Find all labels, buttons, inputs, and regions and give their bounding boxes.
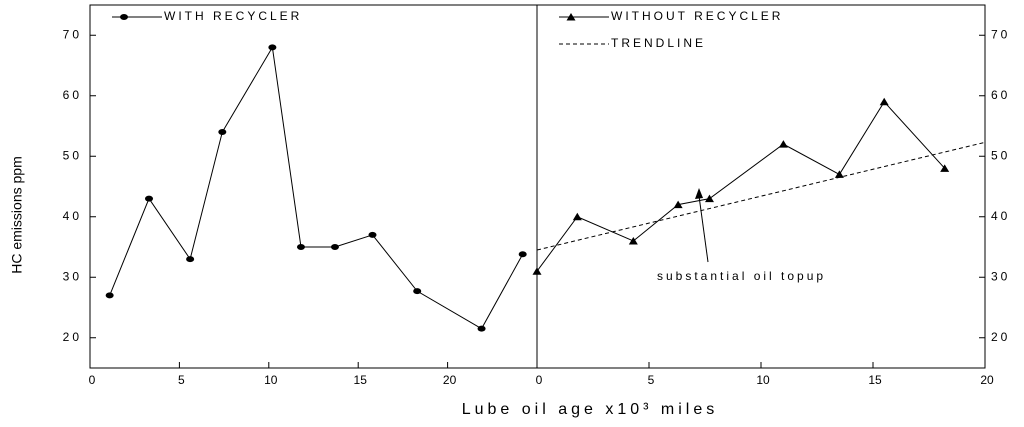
point bbox=[572, 212, 582, 221]
point bbox=[778, 140, 788, 148]
y-axis-label: HC emissions ppm bbox=[9, 156, 25, 273]
x-axis-label: Lube oil age x10³ miles bbox=[462, 401, 719, 418]
series-line bbox=[536, 141, 986, 251]
y2-tick-label: 70 bbox=[991, 27, 1010, 41]
point bbox=[940, 164, 950, 172]
point bbox=[477, 325, 486, 332]
point bbox=[518, 251, 527, 258]
y-tick-label: 50 bbox=[63, 148, 82, 162]
point bbox=[673, 200, 683, 209]
y2-tick-label: 50 bbox=[991, 148, 1010, 162]
legend-label: WITH RECYCLER bbox=[164, 9, 302, 23]
y2-tick-label: 20 bbox=[991, 330, 1010, 344]
point bbox=[296, 244, 305, 250]
y2-tick-label: 30 bbox=[991, 269, 1010, 283]
point bbox=[413, 288, 422, 295]
point bbox=[330, 244, 339, 250]
y2-tick-label: 40 bbox=[991, 209, 1010, 223]
legend-label: TRENDLINE bbox=[611, 36, 706, 50]
point bbox=[268, 44, 277, 51]
x-tick-label: 20 bbox=[443, 373, 457, 387]
point bbox=[218, 129, 227, 136]
y-tick-label: 30 bbox=[63, 269, 82, 283]
point bbox=[879, 97, 889, 106]
series-line bbox=[536, 100, 946, 272]
x-tick-label: 20 bbox=[980, 373, 994, 387]
point bbox=[186, 256, 195, 263]
x-tick-label: 15 bbox=[868, 373, 882, 387]
legend-label: WITHOUT RECYCLER bbox=[611, 9, 783, 23]
y-tick-label: 20 bbox=[63, 330, 82, 344]
point bbox=[628, 236, 638, 245]
series-line bbox=[109, 45, 524, 330]
x-tick-label: 0 bbox=[536, 373, 543, 387]
x-tick-label: 10 bbox=[264, 373, 278, 387]
annotation: substantial oil topup bbox=[657, 269, 826, 283]
point bbox=[704, 194, 714, 203]
y-tick-label: 70 bbox=[63, 27, 82, 41]
legend-marker bbox=[566, 13, 576, 21]
point bbox=[834, 170, 844, 178]
point bbox=[532, 267, 542, 275]
legend-marker bbox=[120, 14, 128, 20]
x-tick-label: 10 bbox=[756, 373, 770, 387]
point bbox=[105, 292, 114, 299]
y-tick-label: 40 bbox=[63, 209, 82, 223]
x-tick-label: 5 bbox=[178, 373, 185, 387]
point bbox=[145, 195, 154, 202]
x-tick-label: 15 bbox=[354, 373, 368, 387]
arrow-head bbox=[695, 188, 703, 199]
point bbox=[368, 231, 377, 238]
annotation-arrow bbox=[698, 195, 709, 263]
y2-tick-label: 60 bbox=[991, 88, 1010, 102]
y-tick-label: 60 bbox=[63, 88, 82, 102]
x-tick-label: 5 bbox=[648, 373, 655, 387]
x-tick-label: 0 bbox=[89, 373, 96, 387]
